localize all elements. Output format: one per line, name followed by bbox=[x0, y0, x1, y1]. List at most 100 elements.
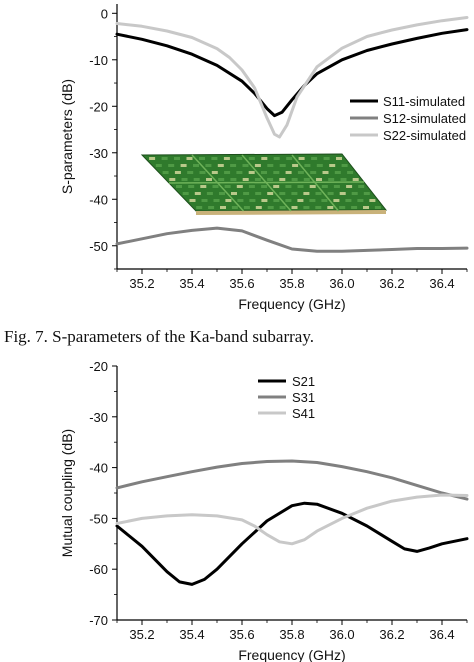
pcb-element bbox=[169, 178, 176, 181]
pcb-element bbox=[225, 199, 232, 202]
y-tick-label: -40 bbox=[89, 461, 108, 476]
pcb-element bbox=[333, 185, 340, 188]
pcb-element bbox=[211, 157, 218, 160]
pcb-element bbox=[206, 192, 213, 195]
x-tick-label: 35.2 bbox=[129, 627, 154, 642]
pcb-element bbox=[217, 164, 224, 167]
pcb-element bbox=[149, 157, 156, 160]
pcb-element bbox=[162, 171, 169, 174]
x-tick-label: 36.0 bbox=[329, 276, 354, 291]
x-tick-label: 35.6 bbox=[229, 276, 254, 291]
pcb-element bbox=[285, 199, 292, 202]
x-tick-label: 35.4 bbox=[179, 276, 204, 291]
pcb-element bbox=[201, 199, 208, 202]
pcb-element bbox=[273, 185, 280, 188]
pcb-element bbox=[369, 199, 376, 202]
pcb-element bbox=[224, 171, 231, 174]
series-line-s21 bbox=[115, 501, 469, 586]
pcb-element bbox=[242, 178, 249, 181]
pcb-element bbox=[279, 178, 286, 181]
pcb-element bbox=[267, 164, 274, 167]
pcb-element bbox=[340, 178, 347, 181]
pcb-element bbox=[208, 206, 215, 209]
y-tick-label: -50 bbox=[89, 239, 108, 254]
pcb-element bbox=[311, 157, 318, 160]
legend-label: S12-simulated bbox=[383, 111, 466, 126]
pcb-element bbox=[303, 192, 310, 195]
series-line-s22-simulated bbox=[115, 16, 469, 139]
series-line-s11-simulated bbox=[115, 28, 469, 118]
pcb-element bbox=[206, 178, 212, 181]
x-tick-label: 36.2 bbox=[379, 276, 404, 291]
pcb-element bbox=[328, 178, 335, 181]
pcb-element bbox=[181, 178, 188, 181]
y-tick-label: -50 bbox=[89, 511, 108, 526]
x-tick-label: 36.4 bbox=[429, 627, 454, 642]
pcb-element bbox=[220, 206, 226, 209]
pcb-element bbox=[315, 206, 322, 209]
pcb-element bbox=[357, 199, 364, 202]
pcb-element bbox=[213, 199, 220, 202]
legend-label: S31 bbox=[292, 390, 315, 405]
pcb-element bbox=[205, 164, 212, 167]
y-tick-label: -70 bbox=[89, 613, 108, 628]
pcb-element bbox=[230, 178, 237, 181]
pcb-element bbox=[273, 199, 280, 202]
pcb-element bbox=[345, 199, 352, 202]
pcb-element bbox=[180, 164, 187, 167]
pcb-element bbox=[174, 171, 181, 174]
pcb-element bbox=[323, 157, 330, 160]
x-tick-label: 35.8 bbox=[279, 276, 304, 291]
y-tick-label: -20 bbox=[89, 359, 108, 374]
pcb-element bbox=[352, 178, 359, 181]
x-axis-label: Frequency (GHz) bbox=[238, 296, 345, 312]
pcb-element bbox=[267, 192, 274, 195]
pcb-element bbox=[189, 199, 196, 202]
pcb-element bbox=[292, 164, 299, 167]
pcb-element bbox=[321, 185, 328, 188]
pcb-element bbox=[248, 185, 255, 188]
pcb-element bbox=[187, 171, 194, 174]
pcb-element bbox=[363, 206, 369, 209]
pcb-element bbox=[303, 178, 310, 181]
x-tick-label: 35.6 bbox=[229, 627, 254, 642]
pcb-element bbox=[291, 206, 298, 209]
pcb-element bbox=[230, 164, 237, 167]
pcb-element bbox=[321, 199, 328, 202]
pcb-element bbox=[237, 199, 244, 202]
pcb-element bbox=[255, 206, 262, 209]
y-tick-label: -30 bbox=[89, 146, 108, 161]
pcb-element bbox=[267, 206, 274, 209]
pcb-element bbox=[193, 164, 199, 167]
pcb-element bbox=[254, 178, 261, 181]
pcb-element bbox=[196, 206, 203, 209]
pcb-element bbox=[351, 206, 358, 209]
pcb-element bbox=[161, 157, 168, 160]
pcb-element bbox=[309, 185, 316, 188]
pcb-element bbox=[351, 192, 358, 195]
pcb-element bbox=[200, 185, 207, 188]
x-tick-label: 36.0 bbox=[329, 627, 354, 642]
x-axis-label: Frequency (GHz) bbox=[238, 647, 345, 662]
y-tick-label: -30 bbox=[89, 410, 108, 425]
s-parameters-chart: 35.2 35.4 35.6 35.8 36.0 36.2 36.4 0 -10 -20 -30 -4… bbox=[59, 4, 469, 312]
legend-label: S22-simulated bbox=[383, 128, 466, 143]
pcb-element bbox=[261, 157, 268, 160]
pcb-element bbox=[333, 199, 340, 202]
pcb-element bbox=[336, 157, 342, 160]
x-tick-label: 36.4 bbox=[429, 276, 454, 291]
pcb-element bbox=[279, 164, 286, 167]
pcb-element bbox=[236, 157, 243, 160]
pcb-element bbox=[267, 178, 274, 181]
pcb-element bbox=[218, 178, 225, 181]
pcb-element bbox=[186, 157, 193, 160]
pcb-element bbox=[243, 206, 250, 209]
series-line-s31 bbox=[115, 459, 469, 501]
x-tick-label: 36.2 bbox=[379, 627, 404, 642]
pcb-element bbox=[231, 192, 237, 195]
y-axis-label: Mutual coupling (dB) bbox=[59, 429, 75, 557]
pcb-element bbox=[224, 185, 231, 188]
pcb-element bbox=[329, 164, 336, 167]
